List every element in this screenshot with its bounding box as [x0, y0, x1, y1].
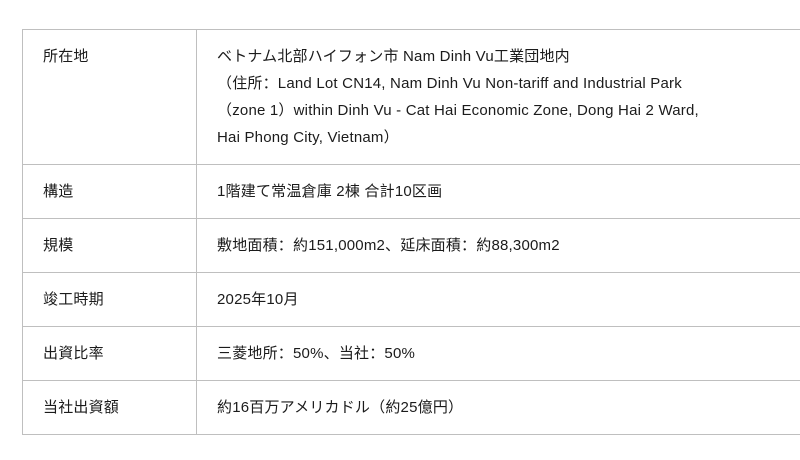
row-value-location: ベトナム北部ハイフォン市 Nam Dinh Vu工業団地内 （住所：Land L…	[196, 29, 800, 165]
table-row-investment-amount: 当社出資額 約16百万アメリカドル（約25億円）	[22, 380, 800, 435]
table-row-investment-ratio: 出資比率 三菱地所：50%、当社：50%	[22, 326, 800, 381]
row-value-completion-date: 2025年10月	[196, 272, 800, 327]
table-row-scale: 規模 敷地面積：約151,000m2、延床面積：約88,300m2	[22, 218, 800, 273]
row-value-scale: 敷地面積：約151,000m2、延床面積：約88,300m2	[196, 218, 800, 273]
row-value-structure: 1階建て常温倉庫 2棟 合計10区画	[196, 164, 800, 219]
row-label-scale: 規模	[22, 218, 197, 273]
row-label-location: 所在地	[22, 29, 197, 165]
row-label-completion-date: 竣工時期	[22, 272, 197, 327]
row-label-structure: 構造	[22, 164, 197, 219]
property-spec-table-container: 所在地 ベトナム北部ハイフォン市 Nam Dinh Vu工業団地内 （住所：La…	[22, 29, 800, 435]
row-label-investment-ratio: 出資比率	[22, 326, 197, 381]
table-row-location: 所在地 ベトナム北部ハイフォン市 Nam Dinh Vu工業団地内 （住所：La…	[22, 29, 800, 165]
table-row-completion-date: 竣工時期 2025年10月	[22, 272, 800, 327]
property-spec-table: 所在地 ベトナム北部ハイフォン市 Nam Dinh Vu工業団地内 （住所：La…	[22, 29, 800, 435]
row-value-investment-amount: 約16百万アメリカドル（約25億円）	[196, 380, 800, 435]
row-value-investment-ratio: 三菱地所：50%、当社：50%	[196, 326, 800, 381]
row-label-investment-amount: 当社出資額	[22, 380, 197, 435]
table-row-structure: 構造 1階建て常温倉庫 2棟 合計10区画	[22, 164, 800, 219]
